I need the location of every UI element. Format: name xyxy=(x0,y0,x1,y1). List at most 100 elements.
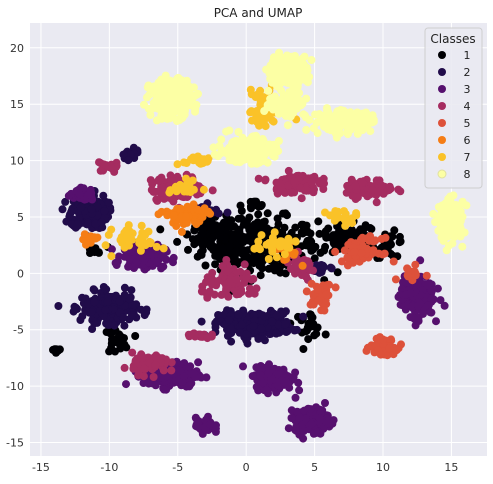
point xyxy=(247,107,256,116)
point xyxy=(299,110,308,119)
point xyxy=(293,407,302,416)
point xyxy=(193,152,202,161)
point xyxy=(103,297,112,306)
point xyxy=(295,413,304,422)
point xyxy=(293,82,302,91)
point xyxy=(128,229,137,238)
point xyxy=(331,247,340,256)
legend-marker xyxy=(438,119,446,127)
point xyxy=(116,236,125,244)
y-tick-label: 20 xyxy=(10,42,24,55)
point xyxy=(299,345,308,353)
point xyxy=(302,272,311,281)
point xyxy=(389,257,398,266)
legend-label: 6 xyxy=(464,134,471,147)
point xyxy=(301,228,310,236)
point xyxy=(99,191,108,200)
point xyxy=(171,81,179,90)
point xyxy=(256,97,265,106)
point xyxy=(223,208,232,217)
point xyxy=(348,219,357,228)
point xyxy=(166,114,175,123)
point xyxy=(267,239,276,248)
point xyxy=(67,207,76,216)
point xyxy=(259,148,268,156)
point xyxy=(291,237,300,246)
point xyxy=(157,264,166,273)
point xyxy=(368,186,377,194)
legend-label: 4 xyxy=(464,100,471,113)
point xyxy=(90,233,99,242)
point xyxy=(253,118,262,126)
point xyxy=(90,298,99,307)
point xyxy=(94,248,103,257)
point xyxy=(107,245,116,254)
point xyxy=(212,281,221,290)
point xyxy=(357,249,366,258)
point xyxy=(351,182,360,190)
x-tick-label: -5 xyxy=(172,461,183,474)
point xyxy=(242,336,251,345)
point xyxy=(122,380,130,389)
point xyxy=(256,371,265,380)
point xyxy=(244,246,252,255)
point xyxy=(310,331,319,340)
y-tick-label: 10 xyxy=(10,155,24,168)
point xyxy=(263,224,272,233)
point xyxy=(149,187,158,196)
point xyxy=(313,285,322,294)
point xyxy=(295,59,304,68)
point xyxy=(411,271,420,280)
point xyxy=(154,176,163,185)
point xyxy=(292,96,301,105)
point xyxy=(312,428,321,437)
point xyxy=(442,246,451,255)
point xyxy=(326,263,335,272)
point xyxy=(279,309,288,318)
series-3 xyxy=(64,183,449,443)
point xyxy=(182,92,191,101)
point xyxy=(432,317,440,326)
point xyxy=(249,274,258,283)
point xyxy=(152,116,161,125)
point xyxy=(176,205,185,213)
point xyxy=(361,221,370,230)
x-axis-ticks: -15 -10 -5 0 5 10 15 xyxy=(32,461,458,474)
point xyxy=(253,107,262,116)
point xyxy=(182,218,190,227)
point xyxy=(234,128,243,136)
point xyxy=(129,364,138,373)
point xyxy=(426,308,435,317)
point xyxy=(209,143,218,152)
point xyxy=(188,330,197,339)
point xyxy=(152,257,161,266)
point xyxy=(256,271,265,280)
point xyxy=(385,344,394,353)
point xyxy=(321,242,330,251)
point xyxy=(182,212,190,221)
point xyxy=(228,156,237,165)
point xyxy=(84,300,93,308)
point xyxy=(157,373,166,382)
point xyxy=(141,231,149,240)
point xyxy=(358,242,367,251)
point xyxy=(248,372,257,381)
point xyxy=(406,313,415,322)
point xyxy=(352,209,361,218)
point xyxy=(323,121,331,130)
point xyxy=(254,210,263,219)
point xyxy=(320,306,329,315)
point xyxy=(97,218,106,227)
legend-label: 8 xyxy=(464,168,471,181)
point xyxy=(189,185,198,194)
point xyxy=(154,210,163,219)
point xyxy=(258,258,267,267)
point xyxy=(337,257,346,266)
point xyxy=(78,312,87,321)
point xyxy=(321,330,330,339)
point xyxy=(242,330,251,338)
point xyxy=(300,406,309,415)
point xyxy=(156,225,165,234)
point xyxy=(236,156,244,165)
point xyxy=(203,156,212,165)
